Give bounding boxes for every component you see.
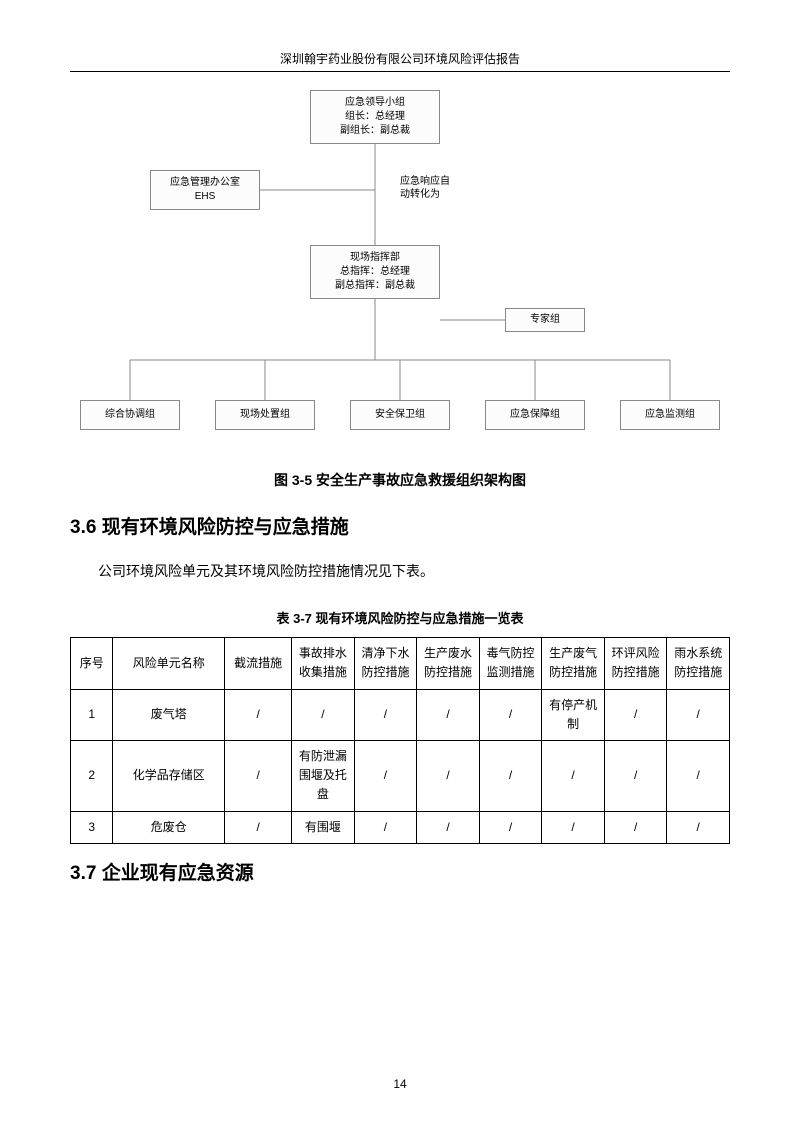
cell: / — [479, 740, 542, 811]
cell: / — [604, 811, 667, 843]
node-top-l2: 副组长：副总裁 — [340, 124, 410, 138]
col-1: 风险单元名称 — [113, 638, 225, 689]
node-g3: 安全保卫组 — [350, 400, 450, 430]
cell: / — [292, 689, 355, 740]
doc-header-title: 深圳翰宇药业股份有限公司环境风险评估报告 — [280, 52, 520, 66]
edge-label-resp: 应急响应自 动转化为 — [400, 175, 450, 201]
cell: / — [542, 740, 605, 811]
cell: / — [417, 740, 480, 811]
node-ehs-l0: 应急管理办公室 — [170, 176, 240, 190]
cell: / — [225, 689, 292, 740]
cell: / — [225, 811, 292, 843]
edge-label-resp-l0: 应急响应自 — [400, 176, 450, 187]
cell: 化学品存储区 — [113, 740, 225, 811]
table-header-row: 序号 风险单元名称 截流措施 事故排水收集措施 清净下水防控措施 生产废水防控措… — [71, 638, 730, 689]
cell: / — [354, 740, 417, 811]
node-expert-l0: 专家组 — [530, 313, 560, 327]
table-row: 1 废气塔 / / / / / 有停产机制 / / — [71, 689, 730, 740]
node-g4: 应急保障组 — [485, 400, 585, 430]
col-3: 事故排水收集措施 — [292, 638, 355, 689]
table-row: 3 危废仓 / 有围堰 / / / / / / — [71, 811, 730, 843]
cell: / — [417, 811, 480, 843]
node-ehs: 应急管理办公室 EHS — [150, 170, 260, 210]
col-0: 序号 — [71, 638, 113, 689]
org-chart: 应急领导小组 组长：总经理 副组长：副总裁 应急管理办公室 EHS 应急响应自 … — [70, 90, 730, 450]
cell: / — [604, 689, 667, 740]
cell: / — [354, 811, 417, 843]
risk-table-body: 1 废气塔 / / / / / 有停产机制 / / 2 化学品存储区 / 有防泄… — [71, 689, 730, 843]
cell: 有防泄漏围堰及托盘 — [292, 740, 355, 811]
figure-caption: 图 3-5 安全生产事故应急救援组织架构图 — [70, 470, 730, 490]
section-3-7-title: 3.7 企业现有应急资源 — [70, 858, 730, 885]
cell: 1 — [71, 689, 113, 740]
table-row: 2 化学品存储区 / 有防泄漏围堰及托盘 / / / / / / — [71, 740, 730, 811]
cell: / — [542, 811, 605, 843]
node-g2-l0: 现场处置组 — [240, 408, 290, 422]
col-5: 生产废水防控措施 — [417, 638, 480, 689]
col-7: 生产废气防控措施 — [542, 638, 605, 689]
cell: 2 — [71, 740, 113, 811]
cell: / — [604, 740, 667, 811]
node-g5: 应急监测组 — [620, 400, 720, 430]
cell: / — [667, 689, 730, 740]
edge-label-resp-l1: 动转化为 — [400, 189, 440, 200]
node-cmd: 现场指挥部 总指挥：总经理 副总指挥：副总裁 — [310, 245, 440, 299]
risk-table: 序号 风险单元名称 截流措施 事故排水收集措施 清净下水防控措施 生产废水防控措… — [70, 637, 730, 844]
node-g2: 现场处置组 — [215, 400, 315, 430]
cell: 有围堰 — [292, 811, 355, 843]
node-expert: 专家组 — [505, 308, 585, 332]
node-ehs-l1: EHS — [195, 190, 216, 204]
cell: 危废仓 — [113, 811, 225, 843]
doc-header: 深圳翰宇药业股份有限公司环境风险评估报告 — [70, 50, 730, 72]
cell: / — [667, 740, 730, 811]
cell: 废气塔 — [113, 689, 225, 740]
col-6: 毒气防控监测措施 — [479, 638, 542, 689]
section-3-6-body: 公司环境风险单元及其环境风险防控措施情况见下表。 — [70, 559, 730, 584]
cell: 3 — [71, 811, 113, 843]
cell: / — [479, 689, 542, 740]
cell: / — [225, 740, 292, 811]
node-cmd-l0: 现场指挥部 — [350, 251, 400, 265]
cell: / — [417, 689, 480, 740]
node-g3-l0: 安全保卫组 — [375, 408, 425, 422]
page-number: 14 — [0, 1077, 800, 1091]
node-top: 应急领导小组 组长：总经理 副组长：副总裁 — [310, 90, 440, 144]
node-g1: 综合协调组 — [80, 400, 180, 430]
node-top-l0: 应急领导小组 — [345, 96, 405, 110]
col-8: 环评风险防控措施 — [604, 638, 667, 689]
cell: / — [479, 811, 542, 843]
node-cmd-l1: 总指挥：总经理 — [340, 265, 410, 279]
col-4: 清净下水防控措施 — [354, 638, 417, 689]
cell: / — [667, 811, 730, 843]
col-2: 截流措施 — [225, 638, 292, 689]
cell: / — [354, 689, 417, 740]
section-3-6-title: 3.6 现有环境风险防控与应急措施 — [70, 512, 730, 539]
col-9: 雨水系统防控措施 — [667, 638, 730, 689]
node-g4-l0: 应急保障组 — [510, 408, 560, 422]
cell: 有停产机制 — [542, 689, 605, 740]
node-g1-l0: 综合协调组 — [105, 408, 155, 422]
node-top-l1: 组长：总经理 — [345, 110, 405, 124]
table-caption: 表 3-7 现有环境风险防控与应急措施一览表 — [70, 608, 730, 627]
node-g5-l0: 应急监测组 — [645, 408, 695, 422]
node-cmd-l2: 副总指挥：副总裁 — [335, 279, 415, 293]
